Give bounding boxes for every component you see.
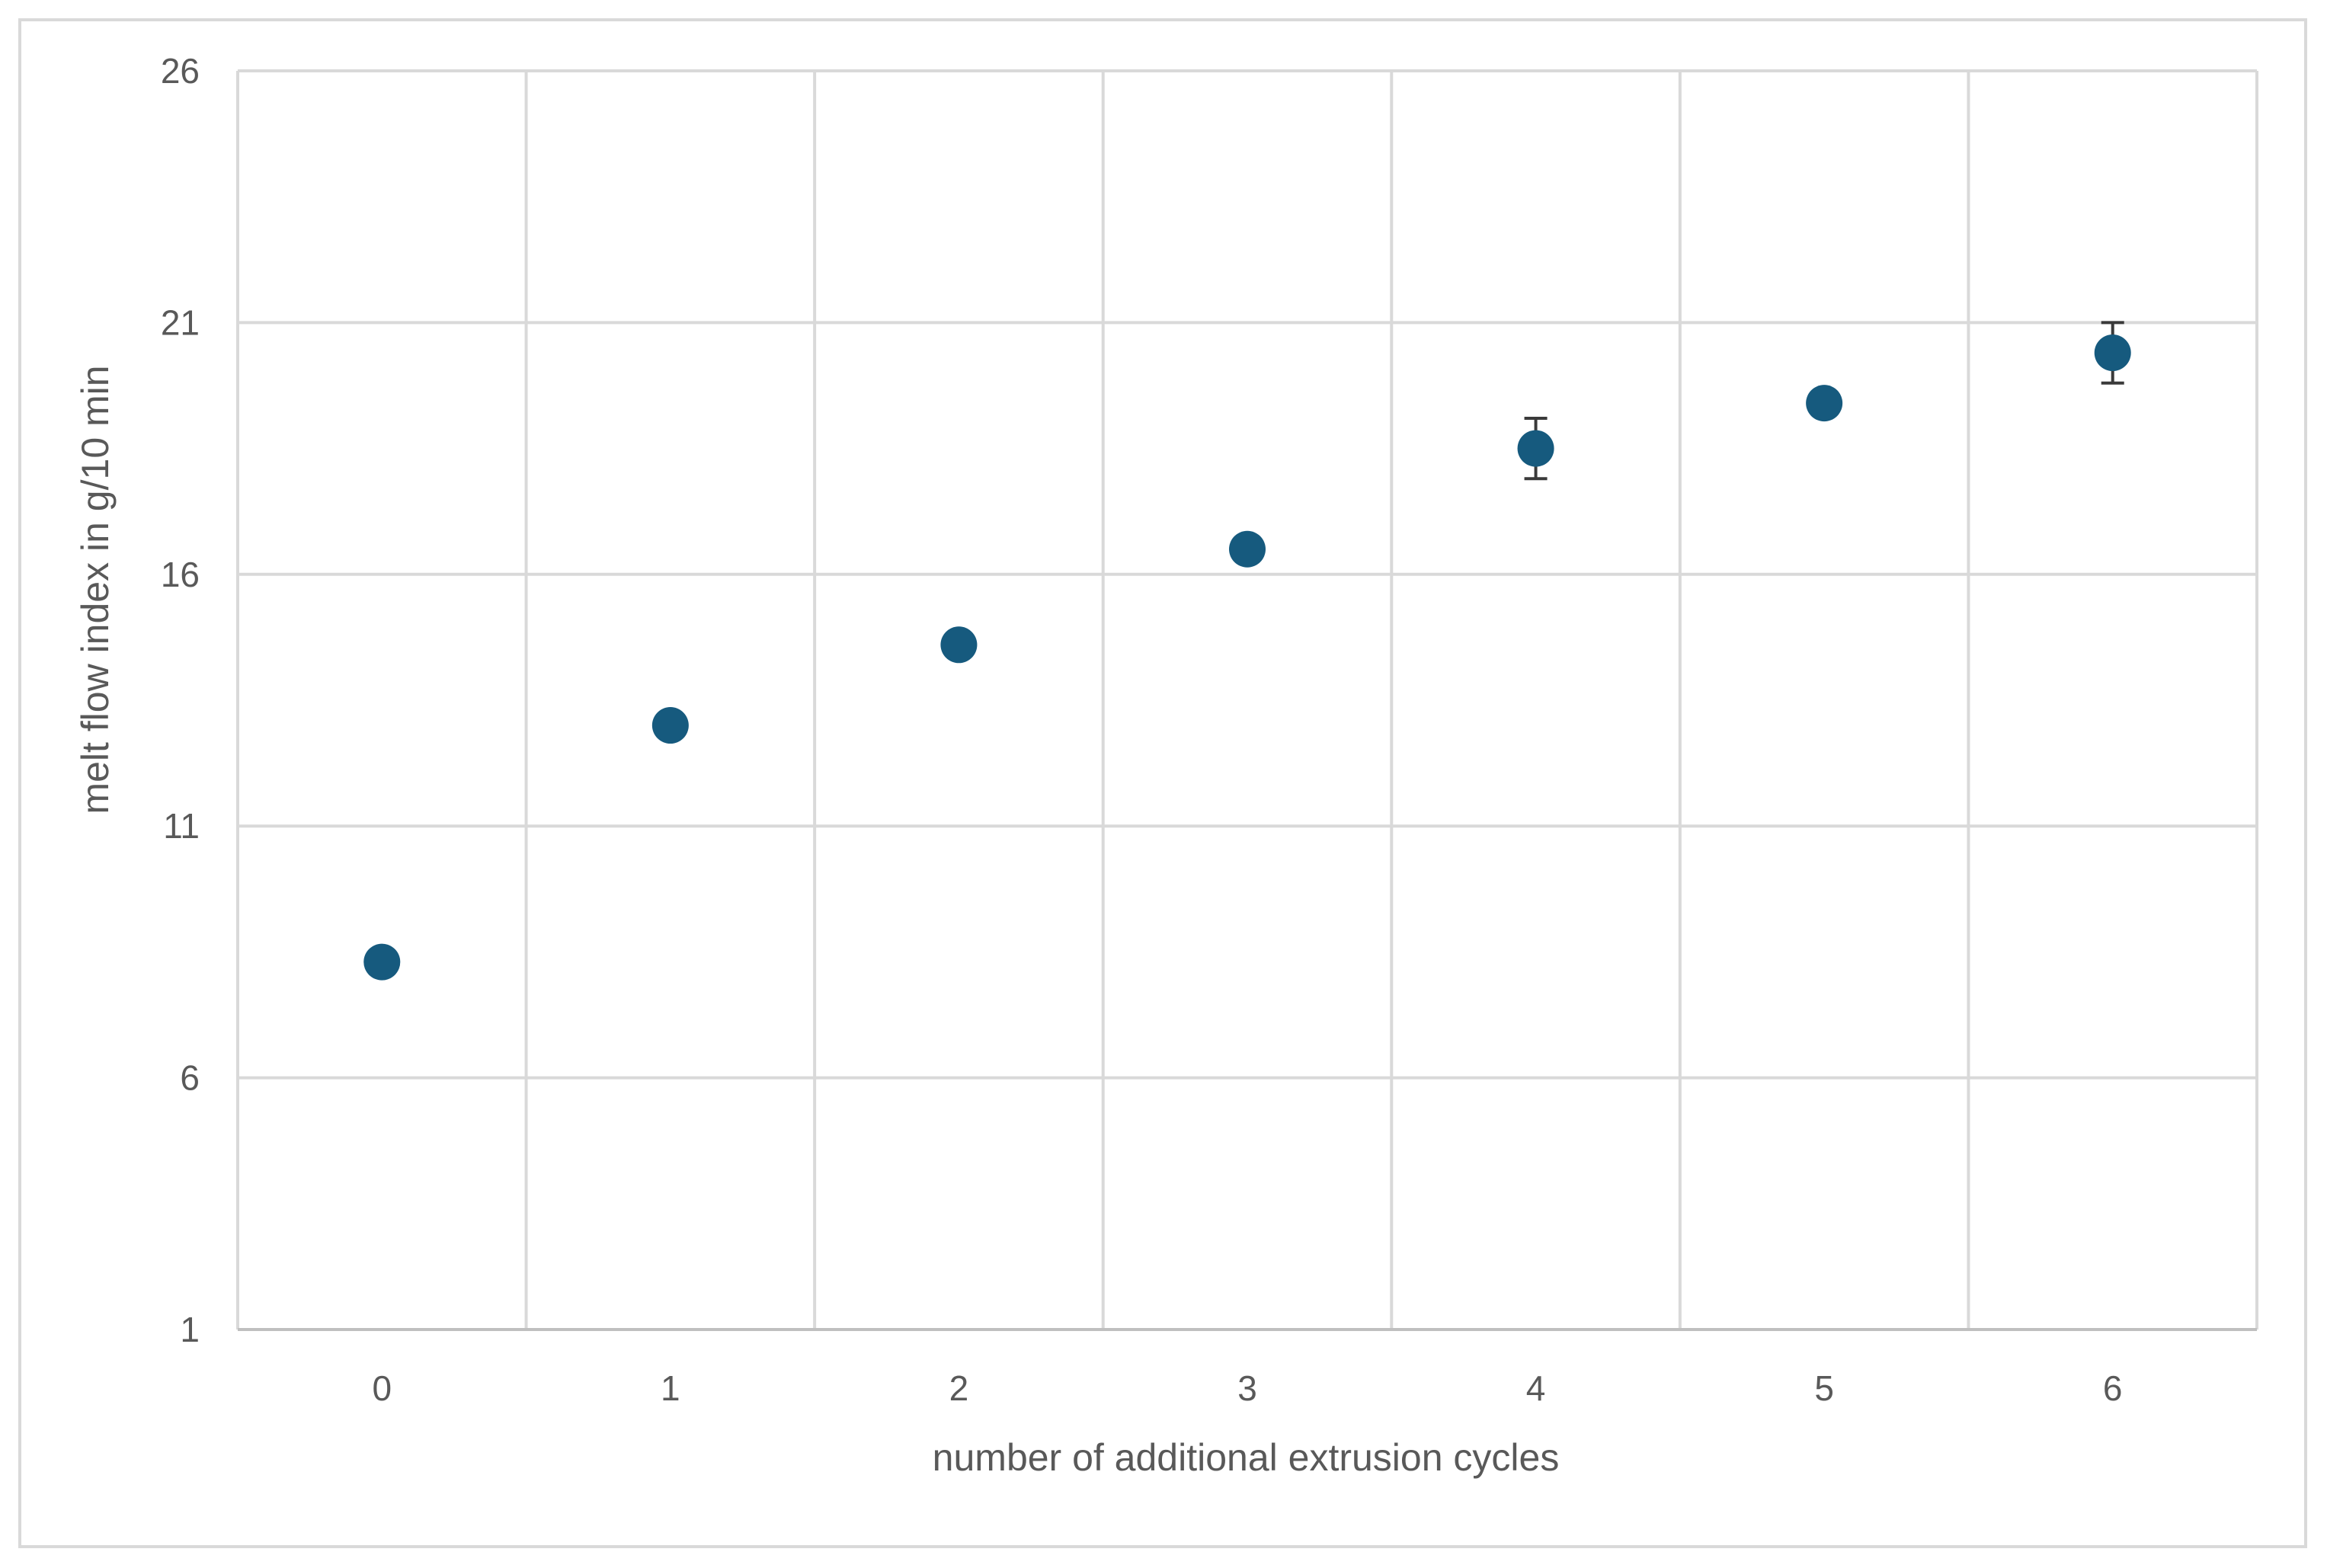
x-tick-label: 2 [949, 1368, 969, 1408]
x-axis-title: number of additional extrusion cycles [933, 1436, 1560, 1479]
x-tick-labels: 0 1 2 3 4 5 6 [372, 1368, 2122, 1408]
data-point [363, 943, 401, 981]
y-tick-label: 1 [180, 1310, 200, 1349]
x-tick-label: 6 [2103, 1368, 2123, 1408]
x-tick-label: 0 [372, 1368, 392, 1408]
grid-lines [236, 69, 2258, 1330]
y-tick-label: 26 [161, 51, 200, 91]
y-axis-title: melt flow index in g/10 min [74, 365, 117, 814]
y-tick-label: 21 [161, 302, 200, 342]
data-point [651, 707, 689, 744]
data-points [363, 334, 2131, 981]
chart-frame [18, 18, 2307, 1548]
data-point [1806, 385, 1843, 422]
data-point [2094, 334, 2131, 372]
y-tick-label: 16 [161, 555, 200, 594]
x-tick-label: 4 [1526, 1368, 1546, 1408]
y-tick-label: 6 [180, 1058, 200, 1098]
data-point [940, 626, 978, 664]
data-point [1229, 530, 1266, 568]
x-tick-label: 3 [1237, 1368, 1257, 1408]
x-tick-label: 5 [1814, 1368, 1834, 1408]
data-point [1517, 430, 1554, 467]
x-tick-label: 1 [661, 1368, 680, 1408]
y-tick-label: 11 [163, 806, 200, 846]
